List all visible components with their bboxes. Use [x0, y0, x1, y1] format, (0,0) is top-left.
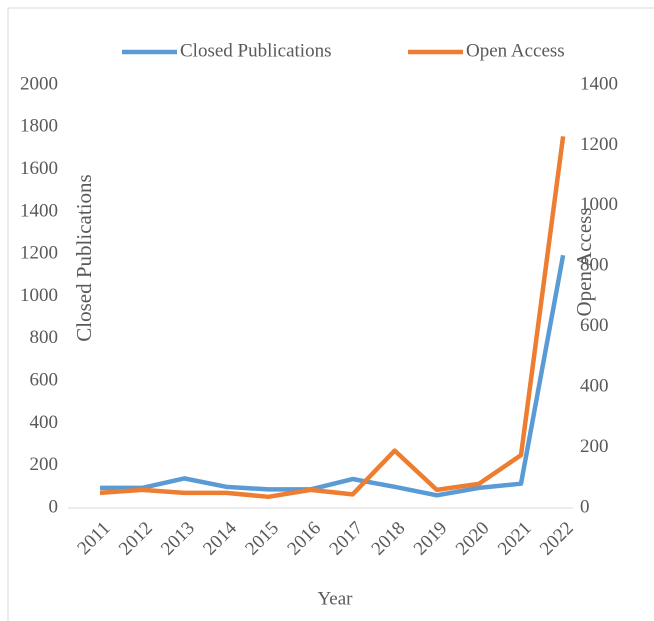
y2-axis-title: Open Access — [572, 207, 596, 316]
y-axis-title: Closed Publications — [72, 174, 96, 341]
y2-tick-label: 1000 — [580, 194, 618, 215]
y-tick-label: 1600 — [20, 158, 58, 179]
y2-tick-label: 600 — [580, 315, 609, 336]
y2-tick-label: 1400 — [580, 73, 618, 94]
x-tick-label: 2021 — [494, 518, 536, 560]
x-tick-label: 2017 — [325, 518, 367, 560]
y-tick-label: 400 — [30, 412, 59, 433]
series-line — [99, 136, 566, 500]
y2-tick-label: 0 — [580, 496, 590, 517]
x-tick-label: 2013 — [157, 518, 199, 560]
x-tick-label: 2015 — [241, 518, 283, 560]
x-tick-label: 2012 — [115, 518, 157, 560]
series-line — [100, 254, 566, 498]
y-tick-label: 0 — [49, 496, 59, 517]
y-tick-label: 1400 — [20, 200, 58, 221]
x-axis-title: Year — [317, 588, 353, 609]
y-tick-label: 1800 — [20, 116, 58, 137]
x-tick-label: 2014 — [199, 517, 241, 559]
y2-tick-label: 400 — [580, 376, 609, 397]
y2-tick-label: 800 — [580, 255, 609, 276]
y-tick-label: 1000 — [20, 285, 58, 306]
y-tick-label: 200 — [30, 454, 59, 475]
y-tick-label: 1200 — [20, 243, 58, 264]
y2-tick-label: 1200 — [580, 134, 618, 155]
y-tick-label: 800 — [30, 327, 59, 348]
y-tick-label: 2000 — [20, 73, 58, 94]
y2-tick-label: 200 — [580, 436, 609, 457]
y-tick-label: 600 — [30, 369, 59, 390]
legend-label: Closed Publications — [180, 40, 331, 61]
x-tick-label: 2020 — [452, 518, 494, 560]
x-tick-label: 2011 — [73, 518, 114, 559]
x-tick-label: 2022 — [536, 518, 578, 560]
x-tick-label: 2019 — [410, 518, 452, 560]
legend-label: Open Access — [466, 40, 565, 61]
x-tick-label: 2018 — [368, 518, 410, 560]
x-tick-label: 2016 — [283, 518, 325, 560]
